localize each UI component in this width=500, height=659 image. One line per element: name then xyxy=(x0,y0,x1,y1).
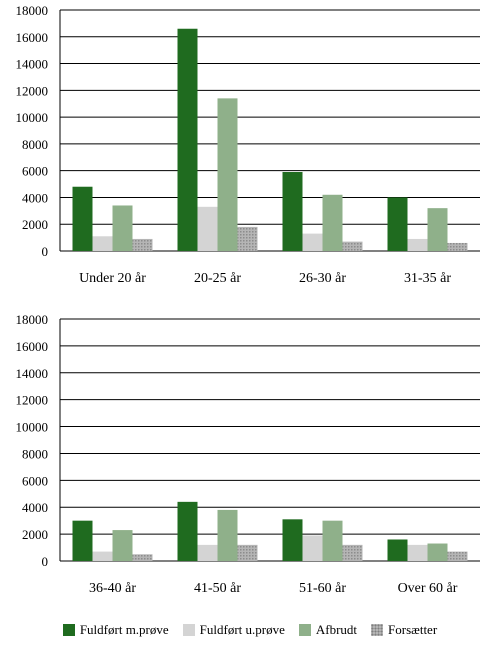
legend-swatch xyxy=(182,624,195,636)
y-tick-label: 14000 xyxy=(16,57,49,72)
legend-swatch xyxy=(62,624,75,636)
bar xyxy=(217,509,238,561)
x-tick-label: Over 60 år xyxy=(398,581,458,596)
bar xyxy=(177,501,198,561)
bar xyxy=(342,241,363,251)
y-tick-label: 12000 xyxy=(16,83,49,98)
bar xyxy=(342,544,363,561)
bar xyxy=(282,519,303,561)
y-tick-label: 0 xyxy=(42,554,49,569)
legend-item-afbrudt: Afbrudt xyxy=(298,622,358,638)
y-tick-label: 8000 xyxy=(22,446,48,461)
bar xyxy=(302,535,323,561)
legend-label: Fuldført u.prøve xyxy=(199,622,285,637)
bar xyxy=(387,539,408,561)
bar xyxy=(112,530,133,561)
y-tick-label: 4000 xyxy=(22,190,48,205)
y-tick-label: 18000 xyxy=(16,312,49,327)
bar xyxy=(427,543,448,561)
x-tick-label: Under 20 år xyxy=(79,271,146,286)
bar xyxy=(302,233,323,251)
bar xyxy=(282,172,303,251)
bar xyxy=(447,242,468,251)
bar xyxy=(132,238,153,251)
y-tick-label: 0 xyxy=(42,244,49,259)
y-tick-label: 2000 xyxy=(22,217,48,232)
x-tick-label: 20-25 år xyxy=(194,271,241,286)
bar xyxy=(322,520,343,561)
legend-swatch xyxy=(371,624,384,636)
y-tick-label: 10000 xyxy=(16,110,49,125)
legend-label: Afbrudt xyxy=(315,622,358,637)
y-tick-label: 10000 xyxy=(16,420,49,435)
bar xyxy=(387,197,408,251)
y-tick-label: 6000 xyxy=(22,164,48,179)
y-tick-label: 18000 xyxy=(16,3,49,18)
bar xyxy=(92,236,113,251)
bar xyxy=(197,206,218,251)
y-tick-label: 4000 xyxy=(22,500,48,515)
y-tick-label: 14000 xyxy=(16,366,49,381)
y-tick-label: 16000 xyxy=(16,30,49,45)
bar xyxy=(427,208,448,251)
legend-label: Forsætter xyxy=(388,622,438,637)
bar xyxy=(407,238,428,251)
bar xyxy=(197,544,218,561)
y-tick-label: 6000 xyxy=(22,473,48,488)
x-tick-label: 51-60 år xyxy=(299,581,346,596)
legend-swatch xyxy=(298,624,311,636)
y-tick-label: 16000 xyxy=(16,339,49,354)
legend-item-fuldfort-m-prove: Fuldført m.prøve xyxy=(62,622,169,638)
bar xyxy=(72,520,93,561)
x-tick-label: 36-40 år xyxy=(89,581,136,596)
bar xyxy=(237,544,258,561)
bar xyxy=(132,554,153,561)
x-tick-label: 26-30 år xyxy=(299,271,346,286)
bar xyxy=(237,226,258,251)
y-tick-label: 2000 xyxy=(22,527,48,542)
bar xyxy=(447,551,468,561)
x-tick-label: 31-35 år xyxy=(404,271,451,286)
x-tick-label: 41-50 år xyxy=(194,581,241,596)
legend-item-forsaetter: Forsætter xyxy=(371,622,437,638)
bar xyxy=(112,205,133,251)
y-tick-label: 8000 xyxy=(22,137,48,152)
legend-label: Fuldført m.prøve xyxy=(79,622,169,637)
bar xyxy=(217,98,238,251)
bar xyxy=(322,194,343,251)
bar xyxy=(92,551,113,561)
bar xyxy=(177,28,198,251)
legend-item-fuldfort-u-prove: Fuldført u.prøve xyxy=(182,622,285,638)
bar xyxy=(407,544,428,561)
legend: Fuldført m.prøve Fuldført u.prøve Afbrud… xyxy=(0,618,500,642)
bar xyxy=(72,186,93,251)
y-tick-label: 12000 xyxy=(16,393,49,408)
